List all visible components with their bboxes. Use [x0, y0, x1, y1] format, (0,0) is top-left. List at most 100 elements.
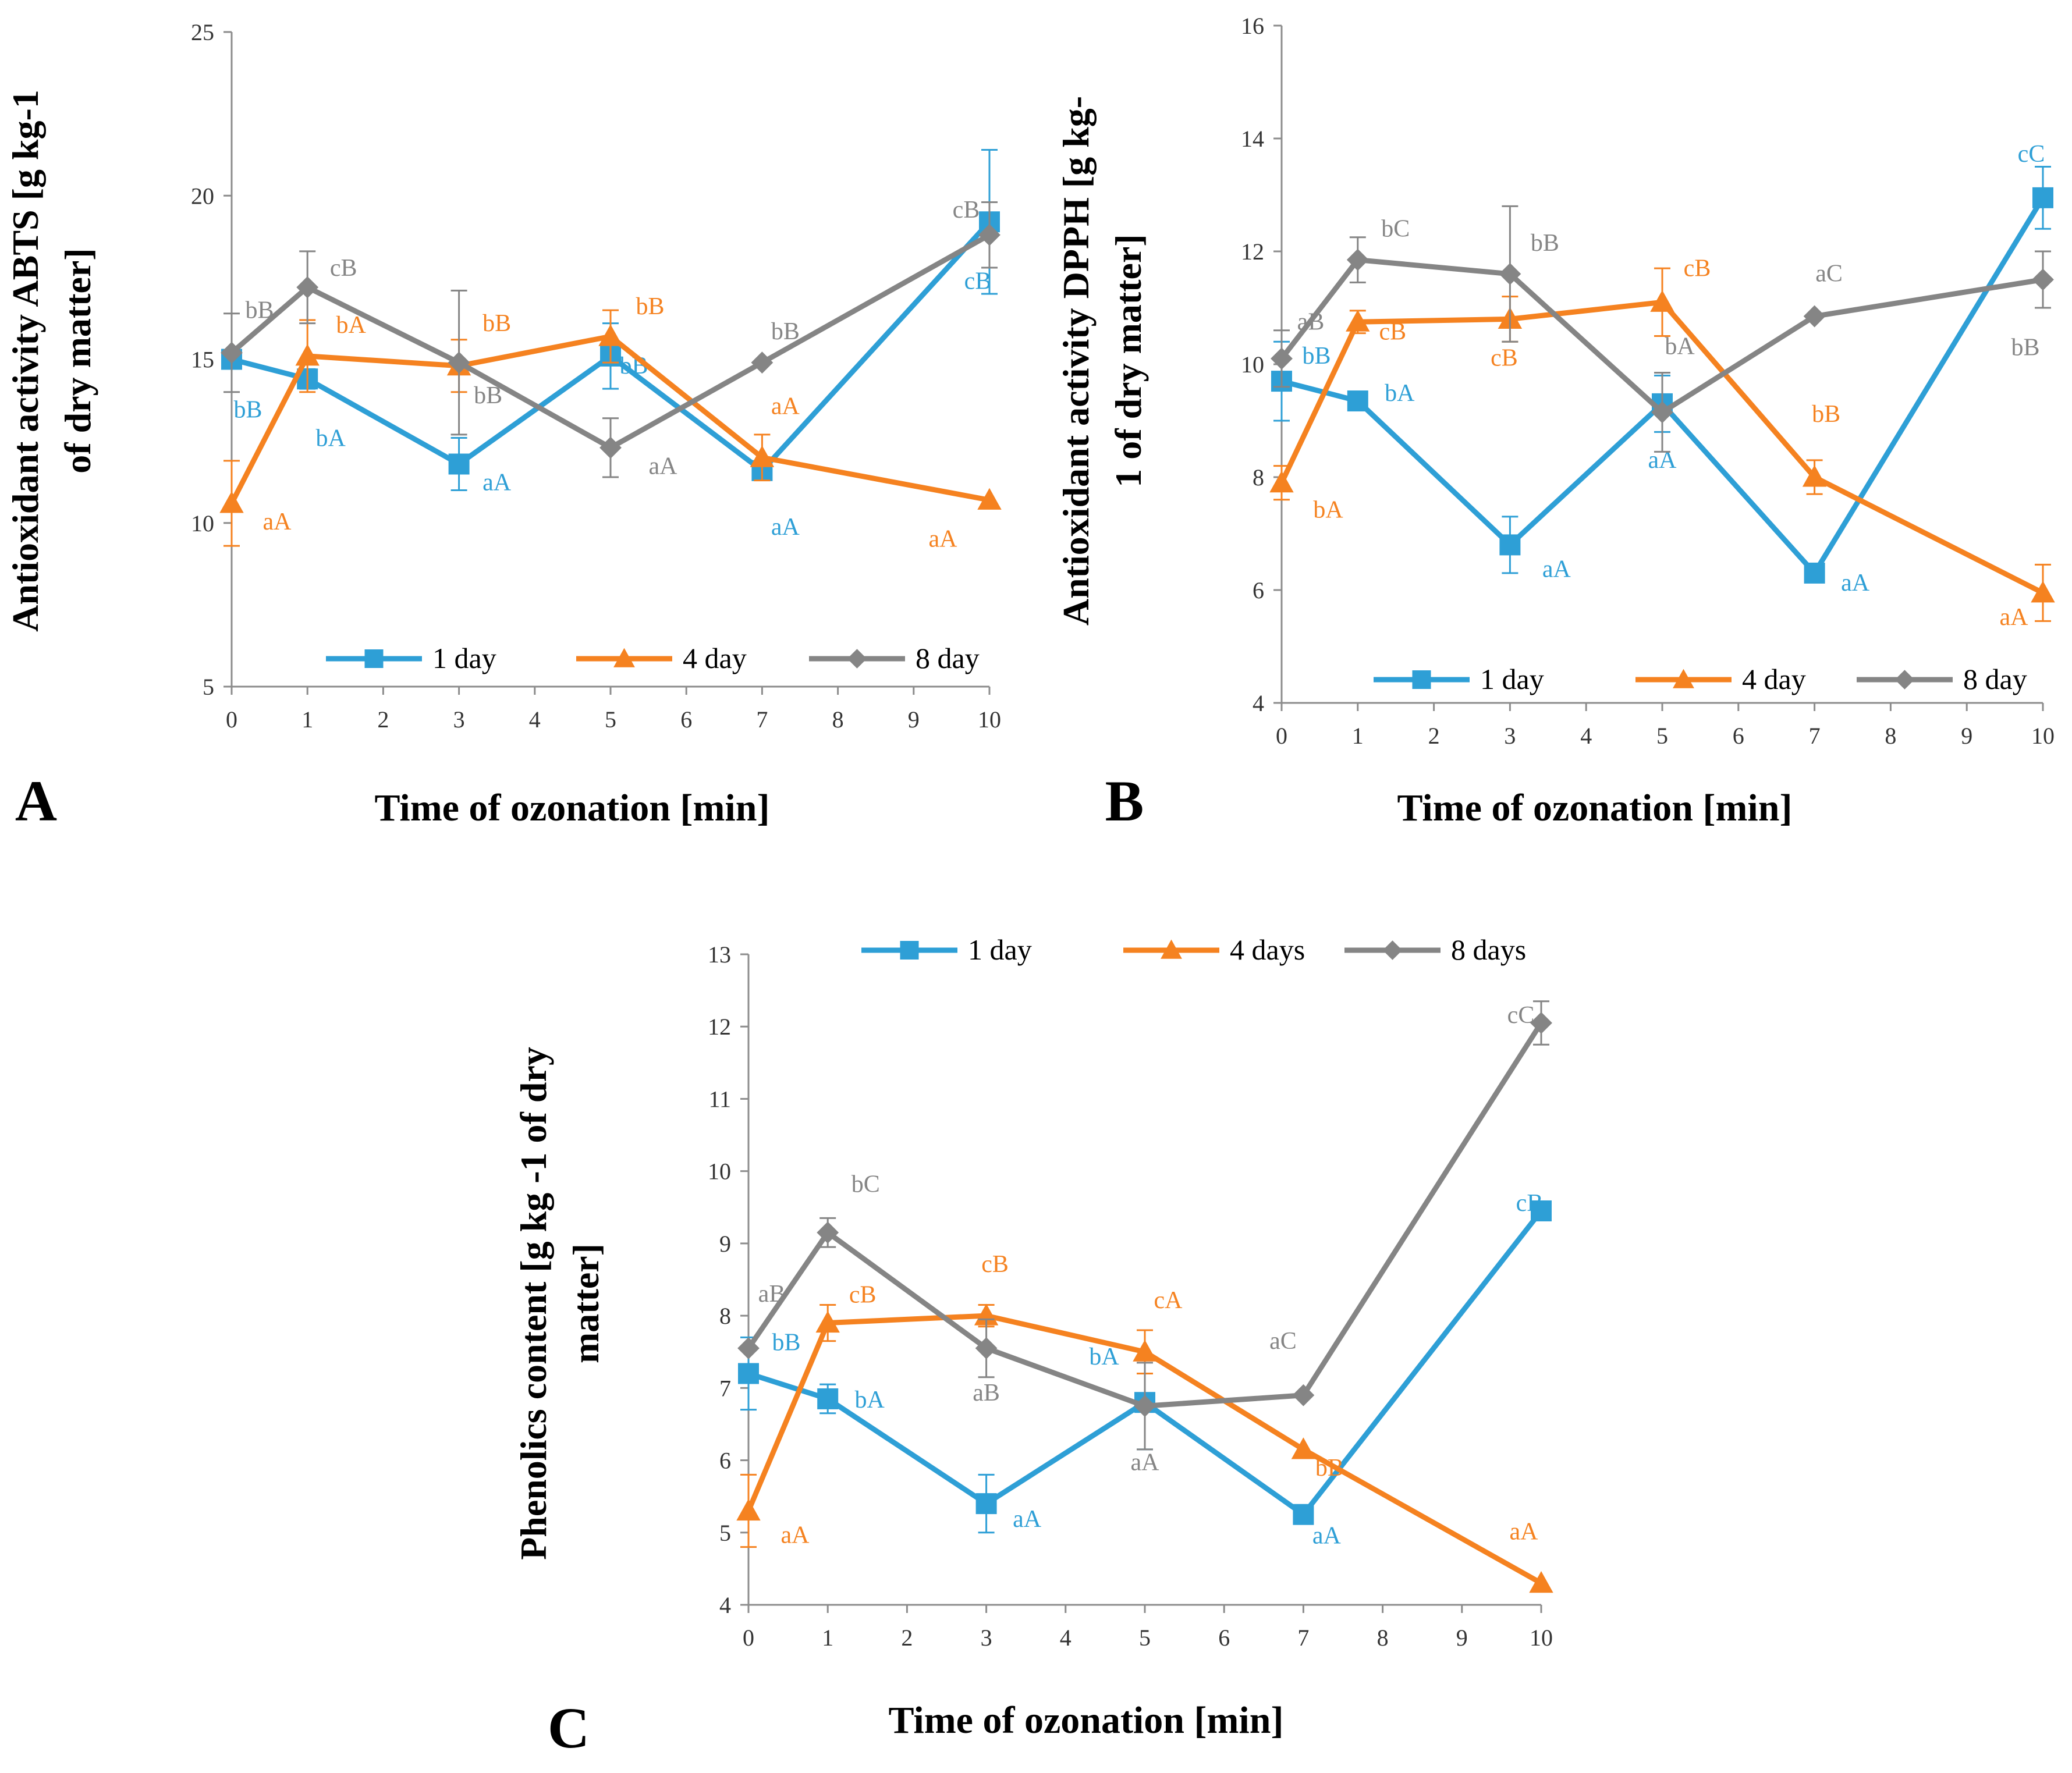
y-tick-label: 10: [1241, 351, 1264, 378]
data-point: [1292, 1384, 1315, 1406]
series-8-day: aB bC bB bA aC bB: [1271, 205, 2054, 453]
series-line: [230, 232, 991, 450]
data-label: cC: [2018, 141, 2045, 168]
y-axis-label-line: of dry matter]: [57, 248, 98, 473]
y-axis-label-line: Antioxidant activity DPPH [g kg-: [1055, 96, 1097, 626]
data-point: [1293, 1504, 1314, 1525]
legend: 1 day 4 day 8 day: [326, 642, 980, 674]
series-4-day: bA cB cB cB bB aA: [1269, 255, 2055, 631]
series-line: [746, 1313, 1543, 1586]
legend-item: 4 days: [1123, 933, 1305, 966]
x-tick-label: 8: [1377, 1625, 1389, 1651]
y-tick-label: 20: [191, 183, 214, 209]
x-tick-label: 2: [377, 706, 389, 733]
data-point: [219, 491, 244, 513]
legend: 1 day 4 day 8 day: [1374, 663, 2027, 695]
data-label: aB: [758, 1281, 786, 1307]
data-label: aB: [1297, 308, 1325, 335]
x-tick-label: 0: [743, 1625, 754, 1651]
data-label: aC: [1815, 261, 1843, 287]
x-tick-label: 0: [1276, 723, 1287, 749]
data-label: bB: [636, 293, 664, 320]
y-axis-label-line: Phenolics content [g kg -1 of dry: [513, 1047, 554, 1560]
panel-label: B: [1105, 769, 1144, 833]
data-label: aA: [1312, 1523, 1342, 1550]
legend-marker: [847, 649, 867, 669]
y-tick-label: 5: [203, 674, 214, 700]
legend-marker: [1382, 940, 1403, 960]
x-tick-label: 3: [1504, 723, 1516, 749]
chart-panel-a: 5 10 15 20 25 0 1 2 3 4 5 6 7 8 9 10 Time of ozonation […: [5, 19, 1002, 833]
data-label: aA: [1841, 570, 1870, 596]
data-point: [1499, 534, 1521, 556]
series-line: [1279, 257, 2043, 415]
y-tick-label: 13: [708, 941, 731, 968]
y-axis-label-line: 1 of dry matter]: [1108, 234, 1149, 487]
x-tick-label: 5: [1656, 723, 1668, 749]
series-line: [229, 333, 990, 505]
data-label: cB: [330, 255, 357, 282]
data-label: aA: [771, 514, 800, 541]
data-point: [1802, 465, 1827, 487]
data-label: bB: [771, 318, 800, 345]
x-tick-label: 5: [1139, 1625, 1151, 1651]
y-tick-label: 10: [708, 1159, 731, 1185]
data-point: [296, 276, 319, 299]
data-label: cB: [1491, 344, 1518, 371]
data-label: bA: [316, 425, 346, 452]
y-tick-label: 9: [719, 1231, 731, 1257]
legend-marker: [1673, 669, 1694, 688]
data-point: [978, 223, 1000, 246]
data-label: bB: [482, 310, 511, 337]
x-tick-label: 1: [301, 706, 313, 733]
data-point: [1531, 1200, 1552, 1221]
data-point: [1804, 562, 1825, 584]
x-tick-label: 8: [832, 706, 844, 733]
x-tick-label: 10: [1530, 1625, 1553, 1651]
x-axis-label: Time of ozonation [min]: [889, 1699, 1284, 1742]
legend-item: 4 day: [1635, 663, 1806, 695]
data-label: bA: [1665, 333, 1695, 360]
data-point: [2032, 187, 2053, 208]
data-point: [736, 1498, 761, 1521]
y-tick-label: 8: [719, 1303, 731, 1329]
data-label: cB: [849, 1282, 877, 1309]
data-label: aA: [263, 509, 292, 535]
data-label: cB: [1516, 1190, 1544, 1217]
data-label: bB: [1812, 401, 1840, 428]
data-label: bB: [245, 297, 274, 324]
data-label: cB: [953, 197, 980, 223]
y-tick-label: 11: [708, 1086, 731, 1112]
legend: 1 day 4 days 8 days: [861, 933, 1526, 966]
series-line: [746, 1021, 1544, 1409]
data-label: cB: [1379, 318, 1406, 345]
data-point: [751, 351, 774, 374]
data-point: [1530, 1012, 1552, 1034]
data-point: [1269, 471, 1294, 493]
series-line: [1280, 196, 2045, 576]
data-label: bC: [1381, 216, 1410, 243]
data-point: [599, 436, 622, 459]
series-line: [747, 1209, 1544, 1518]
x-tick-label: 8: [1885, 723, 1896, 749]
x-tick-label: 10: [978, 706, 1001, 733]
y-tick-label: 12: [1241, 239, 1264, 265]
legend-item: 1 day: [326, 642, 496, 674]
data-point: [750, 445, 775, 467]
series-8-day: bB cB bB aA bB cB: [221, 197, 1000, 479]
data-point: [1133, 1339, 1157, 1362]
legend-label: 4 day: [1742, 663, 1806, 695]
legend-label: 1 day: [1480, 663, 1544, 695]
data-label: bB: [2011, 335, 2039, 361]
data-point: [815, 1310, 840, 1333]
x-tick-label: 1: [1352, 723, 1364, 749]
y-axis-label: Phenolics content [g kg -1 of dry matter]: [513, 1047, 606, 1560]
data-point: [817, 1388, 839, 1409]
data-label: aA: [1510, 1519, 1539, 1545]
x-tick-label: 2: [901, 1625, 913, 1651]
x-tick-label: 9: [908, 706, 920, 733]
legend-marker: [1412, 670, 1431, 689]
data-label: aA: [1131, 1449, 1160, 1476]
data-label: aA: [1013, 1506, 1042, 1533]
